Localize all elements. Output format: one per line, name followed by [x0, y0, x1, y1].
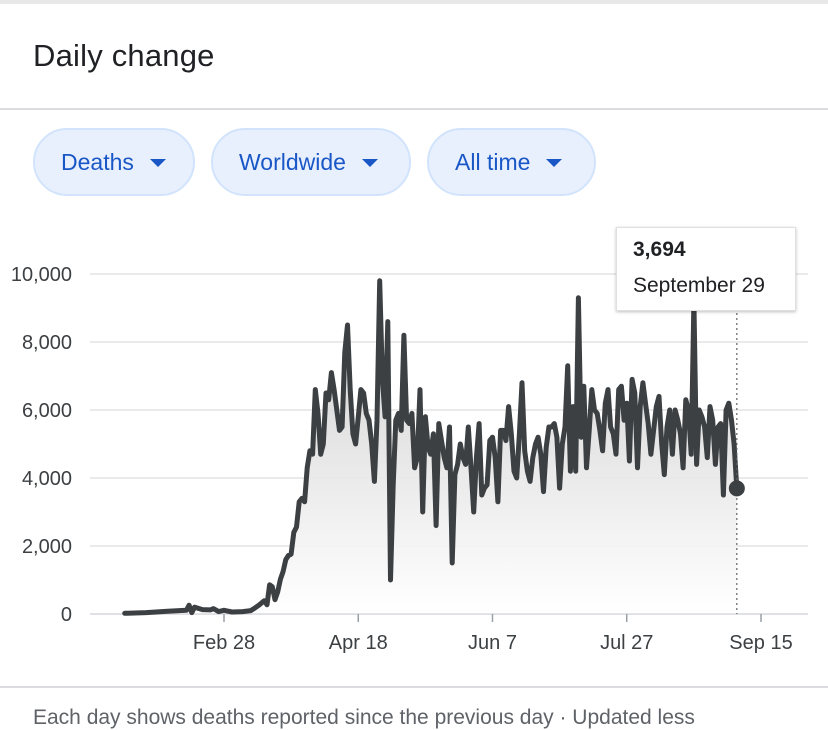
caret-down-icon: [361, 159, 378, 167]
chart-footnote: Each day shows deaths reported since the…: [33, 706, 695, 729]
caret-down-icon: [546, 159, 563, 167]
card-title: Daily change: [33, 38, 215, 73]
y-tick-label: 0: [61, 604, 72, 626]
caret-down-icon: [149, 159, 166, 167]
x-tick-label: Sep 15: [729, 632, 792, 654]
chart-tooltip: 3,694 September 29: [616, 227, 796, 311]
y-tick-label: 10,000: [11, 264, 72, 286]
card-header: Daily change: [0, 4, 828, 110]
time-range-filter-label: All time: [455, 148, 531, 175]
y-tick-label: 4,000: [22, 468, 72, 490]
metric-filter-chip[interactable]: Deaths: [33, 128, 195, 196]
tooltip-value: 3,694: [633, 238, 686, 261]
deaths-area-fill: [124, 280, 737, 614]
x-tick-label: Feb 28: [193, 632, 255, 654]
metric-filter-label: Deaths: [61, 148, 134, 175]
time-range-filter-chip[interactable]: All time: [427, 128, 596, 196]
region-filter-chip[interactable]: Worldwide: [211, 128, 411, 196]
footer-divider: [0, 686, 828, 688]
x-tick-label: Jun 7: [468, 632, 517, 654]
deaths-series-line: [122, 278, 740, 616]
top-divider: [0, 0, 828, 4]
tooltip-date: September 29: [633, 274, 765, 297]
y-tick-label: 6,000: [22, 400, 72, 422]
y-tick-label: 2,000: [22, 536, 72, 558]
y-tick-label: 8,000: [22, 332, 72, 354]
x-tick-label: Jul 27: [600, 632, 653, 654]
x-tick-label: Apr 18: [329, 632, 388, 654]
region-filter-label: Worldwide: [239, 148, 346, 175]
highlighted-data-point[interactable]: [728, 480, 745, 497]
